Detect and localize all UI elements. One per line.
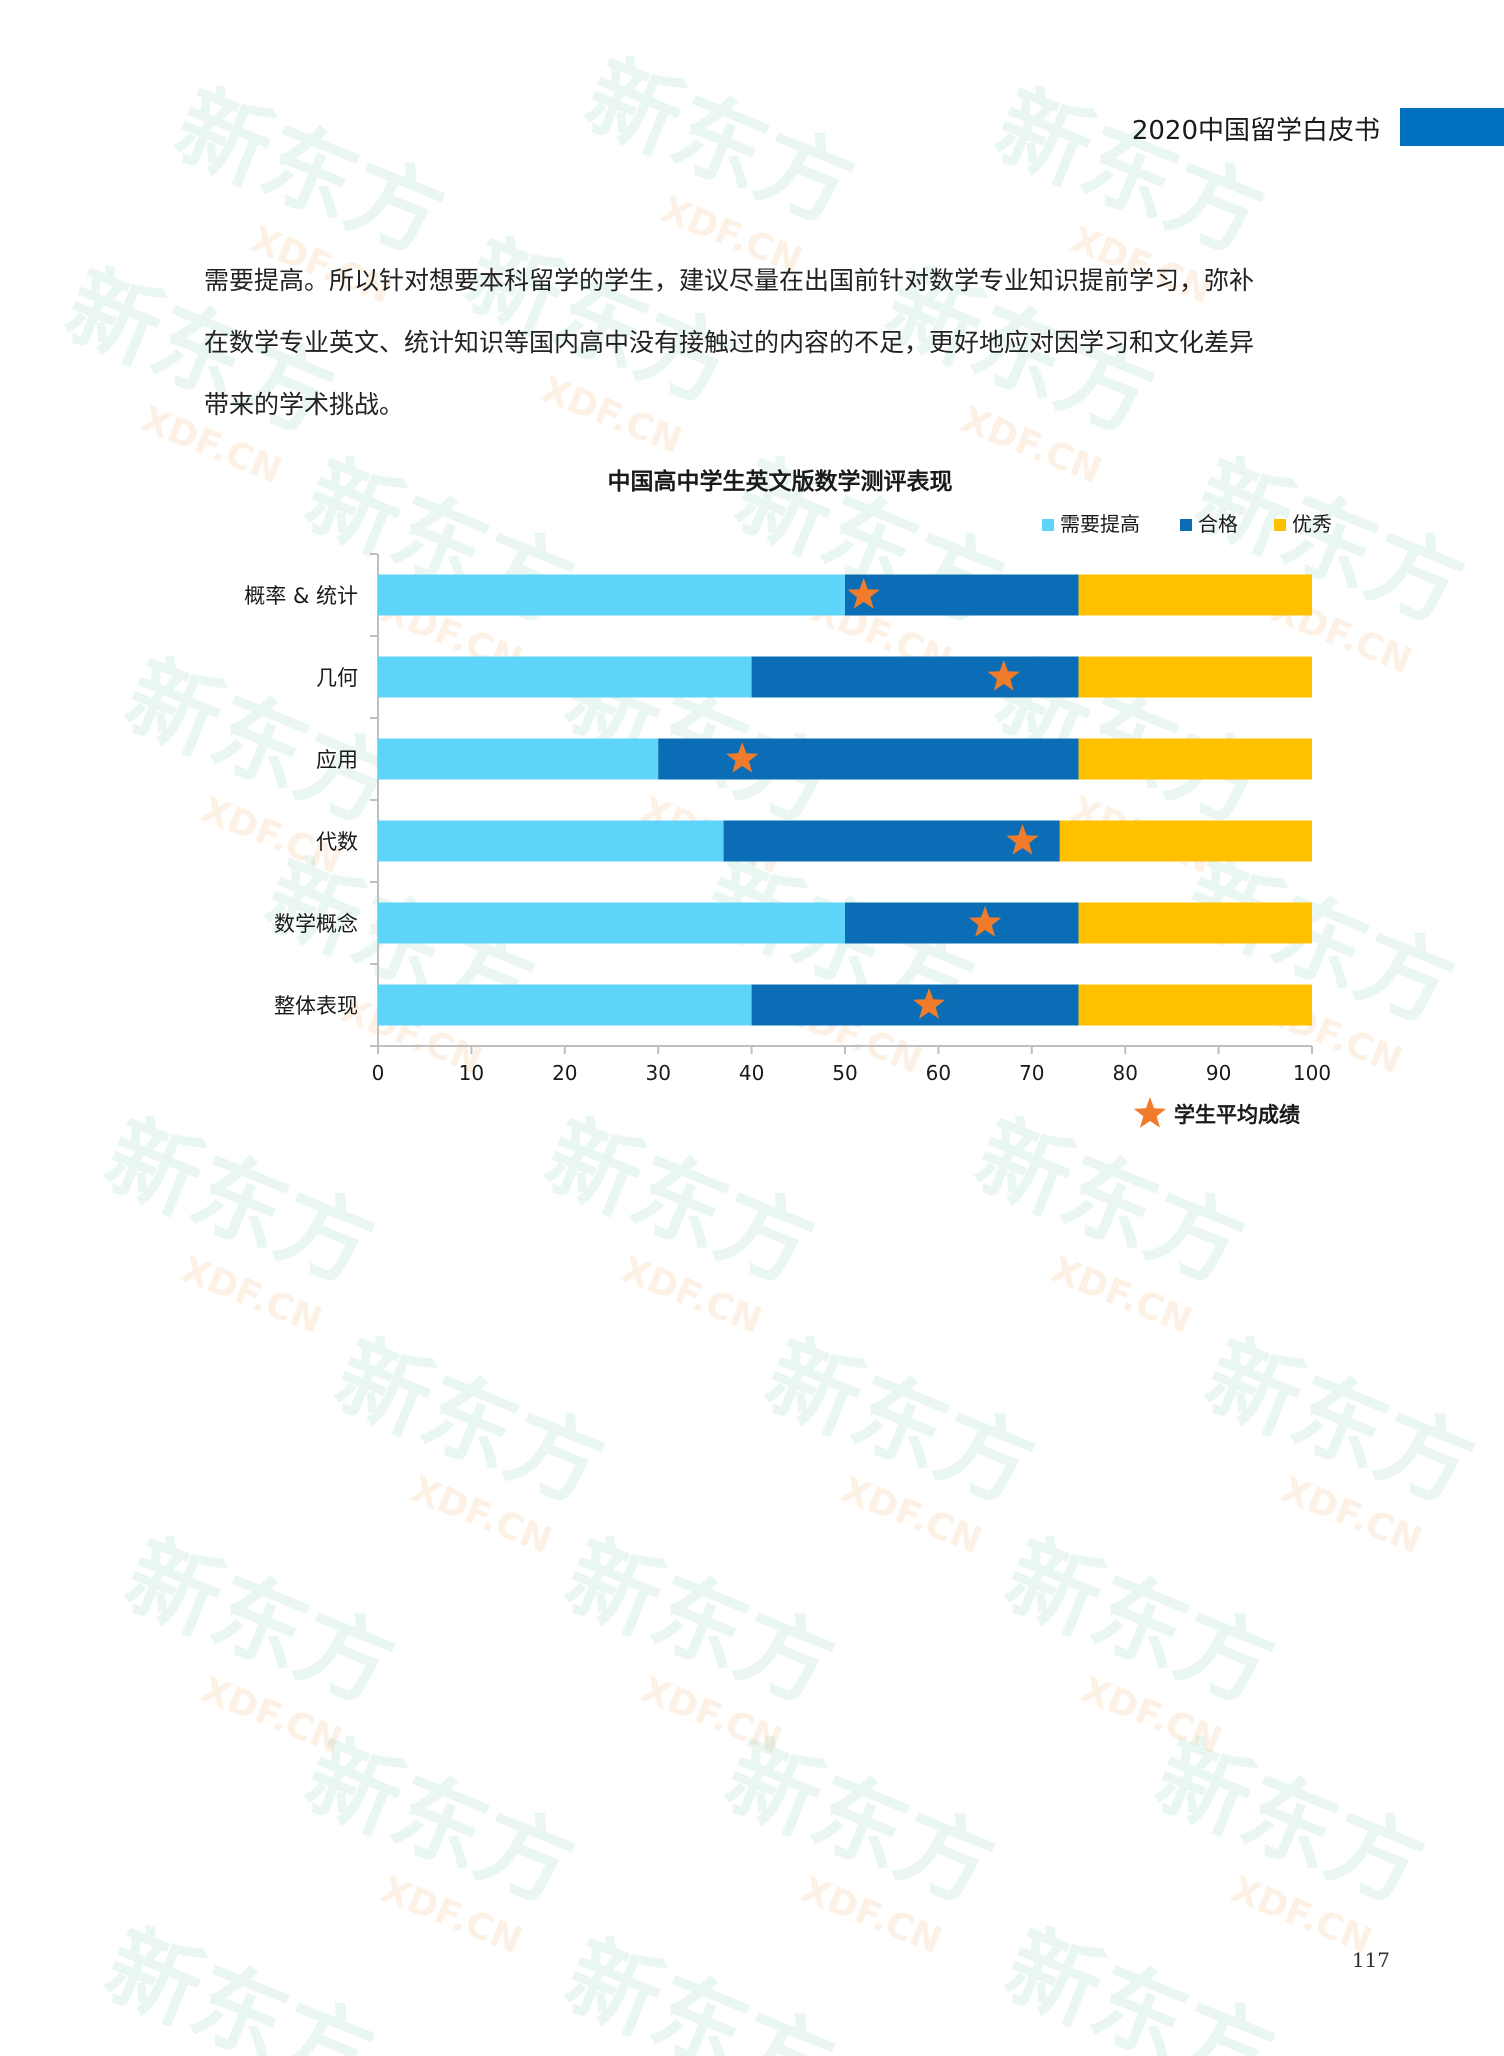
x-tick-label: 80 [1112, 1061, 1137, 1085]
x-tick-label: 10 [459, 1061, 484, 1085]
bar-segment-1 [378, 820, 724, 862]
bar-segment-2 [658, 738, 1079, 780]
bar-segment-2 [845, 902, 1079, 944]
body-paragraph: 需要提高。所以针对想要本科留学的学生，建议尽量在出国前针对数学专业知识提前学习，… [204, 250, 1374, 436]
body-line: 需要提高。所以针对想要本科留学的学生，建议尽量在出国前针对数学专业知识提前学习，… [204, 266, 1255, 295]
bar-segment-3 [1078, 738, 1312, 780]
category-label: 概率 & 统计 [244, 584, 358, 608]
average-score-star-marker [912, 988, 946, 1019]
watermark-logo-text: 新东方 [552, 1921, 848, 2056]
body-line: 在数学专业英文、统计知识等国内高中没有接触过的内容的不足，更好地应对因学习和文化… [204, 328, 1255, 357]
bar-segment-2 [751, 656, 1079, 698]
bar-segment-3 [1078, 656, 1312, 698]
x-tick-label: 60 [926, 1061, 951, 1085]
chart-title: 中国高中学生英文版数学测评表现 [607, 469, 953, 495]
legend-label: 优秀 [1292, 512, 1332, 536]
bar-segment-3 [1078, 984, 1312, 1026]
body-line: 带来的学术挑战。 [204, 390, 405, 419]
bar-segment-1 [378, 656, 752, 698]
average-score-star-marker [847, 578, 880, 609]
legend-swatch [1274, 519, 1286, 531]
marker-legend-star [1133, 1097, 1167, 1128]
category-label: 数学概念 [274, 912, 358, 936]
header-accent-bar [1400, 108, 1504, 146]
average-score-star-marker [1006, 824, 1039, 855]
legend-swatch [1180, 519, 1192, 531]
bar-segment-1 [378, 574, 845, 616]
x-tick-label: 20 [552, 1061, 577, 1085]
x-tick-label: 30 [645, 1061, 670, 1085]
bar-segment-3 [1078, 902, 1312, 944]
x-tick-label: 90 [1206, 1061, 1231, 1085]
legend-label: 需要提高 [1060, 512, 1140, 536]
category-label: 整体表现 [274, 994, 358, 1018]
legend-label: 合格 [1198, 512, 1238, 536]
x-tick-label: 100 [1293, 1061, 1331, 1085]
watermark-logo-text: 新东方 [92, 1911, 388, 2056]
bar-segment-3 [1078, 574, 1312, 616]
bar-segment-3 [1059, 820, 1312, 862]
average-score-star-marker [968, 906, 1002, 937]
page-number: 117 [1351, 1948, 1390, 1972]
x-tick-label: 70 [1019, 1061, 1044, 1085]
bar-segment-2 [751, 984, 1079, 1026]
legend-swatch [1042, 519, 1054, 531]
category-label: 应用 [316, 748, 358, 772]
average-score-star-marker [726, 742, 759, 773]
x-tick-label: 50 [832, 1061, 857, 1085]
x-tick-label: 40 [739, 1061, 764, 1085]
average-score-star-marker [987, 660, 1020, 691]
bar-segment-2 [845, 574, 1079, 616]
category-label: 代数 [316, 830, 358, 854]
bar-segment-1 [378, 984, 752, 1026]
x-tick-label: 0 [372, 1061, 385, 1085]
bar-segment-1 [378, 902, 845, 944]
watermark-logo-text: 新东方 [992, 1911, 1288, 2056]
marker-legend-label: 学生平均成绩 [1174, 1103, 1300, 1127]
header-title: 2020中国留学白皮书 [1131, 116, 1380, 146]
bar-segment-1 [378, 738, 659, 780]
bar-segment-2 [723, 820, 1060, 862]
category-label: 几何 [316, 666, 358, 690]
